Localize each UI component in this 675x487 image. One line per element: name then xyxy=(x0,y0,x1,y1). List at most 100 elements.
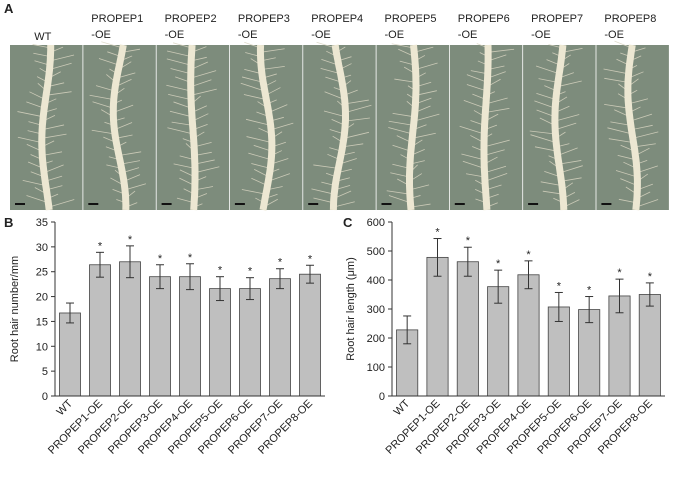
error-bar xyxy=(463,246,472,277)
bar xyxy=(209,288,231,397)
root-hair xyxy=(603,68,629,75)
root-hair xyxy=(604,77,629,83)
root xyxy=(624,44,641,211)
x-tick-label: WT xyxy=(55,397,76,418)
root-hair xyxy=(386,190,410,195)
root-hair xyxy=(323,110,346,118)
significance: * xyxy=(496,258,501,270)
significance: * xyxy=(526,249,531,261)
root-hair xyxy=(534,100,556,109)
root-hair xyxy=(484,165,507,174)
root-hair xyxy=(343,131,370,139)
root-hair xyxy=(463,99,486,109)
significance: * xyxy=(648,271,653,283)
root-hair xyxy=(535,65,560,75)
column-label: -OE xyxy=(311,29,331,41)
column-label: -OE xyxy=(531,29,551,41)
panel-label: C xyxy=(343,215,353,230)
panel-label: B xyxy=(4,215,13,230)
error-bar xyxy=(554,291,563,322)
root-hair xyxy=(391,43,414,49)
root-hair xyxy=(636,165,658,174)
y-axis-label: Root hair length (μm) xyxy=(345,257,357,361)
error-bar xyxy=(96,251,104,278)
error-bar xyxy=(156,264,164,290)
y-tick-label: 15 xyxy=(36,316,48,328)
y-tick-label: 400 xyxy=(367,275,385,287)
root-hair xyxy=(608,138,634,143)
root xyxy=(256,44,276,211)
root-hair xyxy=(42,124,65,131)
y-tick-label: 10 xyxy=(36,341,48,353)
significance: * xyxy=(617,267,622,279)
y-tick-label: 20 xyxy=(36,292,48,304)
error-bar xyxy=(216,276,224,302)
y-tick-label: 300 xyxy=(367,304,385,316)
x-tick-label: WT xyxy=(392,397,413,418)
significance: * xyxy=(466,235,471,247)
root-hair xyxy=(240,82,265,92)
root-hair xyxy=(167,127,194,135)
bar xyxy=(59,312,81,397)
root-hair xyxy=(261,65,285,70)
root-hair xyxy=(17,111,44,118)
root-hair xyxy=(48,199,75,208)
y-tick-label: 100 xyxy=(367,362,385,374)
column-label: -OE xyxy=(165,29,185,41)
root-hair xyxy=(46,91,72,96)
root-hair xyxy=(604,103,629,109)
error-bar xyxy=(524,260,533,290)
bar xyxy=(179,276,201,397)
root-hair xyxy=(169,110,193,118)
root-hair xyxy=(560,165,583,174)
root-hair xyxy=(17,136,42,143)
column-label: PROPEP8 xyxy=(604,13,656,25)
root-hair xyxy=(555,122,577,131)
root-hair xyxy=(630,113,653,122)
root-hair xyxy=(634,143,656,148)
root-hair xyxy=(462,160,485,169)
bar xyxy=(89,264,111,397)
column-label: WT xyxy=(34,31,51,43)
error-bar xyxy=(645,282,654,307)
column-label: PROPEP6 xyxy=(458,13,510,25)
root-hair xyxy=(166,84,191,92)
root-hair xyxy=(313,164,339,169)
root-hair xyxy=(190,70,217,79)
significance: * xyxy=(128,234,133,246)
root-hair xyxy=(635,199,659,208)
column-label: PROPEP4 xyxy=(311,13,363,25)
significance: * xyxy=(98,240,103,252)
bar xyxy=(269,278,291,397)
y-tick-label: 30 xyxy=(36,242,48,254)
root-hair xyxy=(41,133,67,139)
root xyxy=(406,44,420,211)
error-bar xyxy=(66,302,74,324)
significance: * xyxy=(435,227,440,239)
root-hair xyxy=(415,62,438,70)
root-hair xyxy=(388,120,414,126)
error-bar xyxy=(306,264,314,284)
x-tick-label: PROPEP8-OE xyxy=(256,398,315,457)
y-tick-label: 5 xyxy=(42,366,48,378)
root-hair xyxy=(530,134,557,143)
column-label: -OE xyxy=(238,29,258,41)
root-hair xyxy=(413,113,440,122)
root-hair xyxy=(166,50,192,57)
root-hair xyxy=(243,94,267,100)
root-hair xyxy=(22,179,46,186)
y-tick-label: 35 xyxy=(36,217,48,229)
root-hair xyxy=(394,78,417,83)
significance: * xyxy=(218,265,223,277)
root-hair xyxy=(483,139,510,148)
bar xyxy=(299,273,321,397)
bar xyxy=(149,276,171,397)
y-axis-label: Root hair number/mm xyxy=(9,256,21,362)
column-label: -OE xyxy=(604,29,624,41)
root-hair xyxy=(529,130,556,135)
root-hair xyxy=(607,127,633,135)
panel-label: A xyxy=(4,1,14,16)
column-label: PROPEP5 xyxy=(385,13,437,25)
root-hair xyxy=(558,160,582,165)
root xyxy=(551,44,568,211)
